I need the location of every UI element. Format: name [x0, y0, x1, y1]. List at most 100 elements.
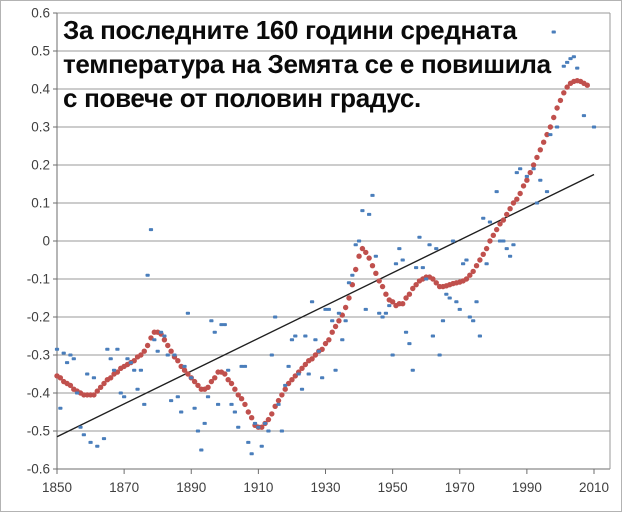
annual-scatter-point [477, 334, 482, 338]
annual-scatter-point [330, 319, 335, 323]
annual-scatter-point [309, 300, 315, 304]
smoothed-series-dot [530, 162, 537, 168]
trend-line [56, 173, 595, 438]
y-tick-label: -0.2 [27, 310, 50, 325]
annual-scatter-point [132, 368, 137, 372]
x-tick-label: 2010 [579, 480, 609, 495]
x-tick-label: 1910 [243, 480, 273, 495]
smoothed-series-dot [238, 396, 245, 402]
annual-scatter-point [427, 243, 432, 247]
annual-scatter-point [306, 372, 311, 376]
smoothed-series-dot [185, 371, 191, 377]
annual-scatter-point [367, 212, 372, 216]
annual-scatter-point [54, 347, 60, 351]
smoothed-series-dot [168, 348, 174, 354]
annual-scatter-point [64, 361, 70, 365]
annual-scatter-point [75, 391, 80, 395]
annual-scatter-point [226, 368, 231, 372]
smoothed-series-dot [383, 291, 389, 297]
annual-scatter-point [467, 315, 472, 319]
annual-scatter-point [504, 247, 509, 251]
annual-scatter-point [501, 239, 506, 243]
smoothed-series-dot [222, 371, 228, 377]
annual-scatter-point [182, 364, 187, 368]
smoothed-series-dot [510, 200, 517, 206]
annual-scatter-point [390, 353, 395, 357]
annual-scatter-point [430, 334, 435, 338]
smoothed-series-dot [312, 352, 319, 358]
annual-scatter-point [373, 254, 378, 258]
annual-scatter-point [88, 440, 93, 444]
annual-scatter-point [135, 387, 140, 391]
smoothed-series-dot [242, 401, 248, 408]
annual-scatter-point [356, 239, 362, 243]
annual-scatter-point [299, 387, 305, 391]
annual-scatter-point [417, 235, 422, 239]
annual-scatter-point [192, 406, 197, 410]
y-tick-label: 0.1 [31, 196, 50, 211]
annual-scatter-point [575, 66, 580, 70]
smoothed-series-dot [376, 278, 382, 284]
annual-scatter-point [108, 357, 113, 361]
annual-scatter-point [95, 444, 100, 448]
x-tick-label: 1870 [109, 480, 139, 495]
annual-scatter-point [581, 114, 587, 118]
annual-scatter-point [497, 239, 503, 243]
smoothed-series-dot [91, 392, 97, 398]
annual-scatter-point [68, 353, 73, 357]
annual-scatter-point [296, 372, 301, 376]
smoothed-series-dot [289, 377, 295, 383]
smoothed-series-dot [493, 226, 500, 233]
annual-scatter-point [175, 395, 180, 399]
y-tick-label: 0.5 [31, 44, 50, 59]
annual-scatter-point [316, 349, 321, 353]
annual-scatter-point [471, 319, 476, 323]
smoothed-series-dot [399, 301, 406, 307]
annual-scatter-point [340, 338, 345, 342]
smoothed-series-dot [326, 337, 332, 343]
annual-scatter-point [286, 364, 291, 368]
annual-scatter-point [185, 311, 190, 315]
annual-scatter-point [58, 406, 63, 410]
smoothed-series-dot [175, 358, 181, 364]
annual-scatter-point [101, 437, 107, 441]
smoothed-series-dot [413, 282, 419, 288]
annual-scatter-point [461, 262, 466, 266]
y-tick-label: -0.4 [27, 386, 51, 401]
smoothed-series-dot [540, 139, 547, 145]
x-tick-label: 1850 [42, 480, 72, 495]
smoothed-series-dot [410, 285, 416, 292]
smoothed-series-dot [473, 263, 480, 269]
smoothed-series-dot [487, 238, 493, 244]
smoothed-series-dot [248, 415, 255, 421]
smoothed-series-dot [97, 384, 104, 390]
annual-scatter-point [518, 167, 523, 171]
annual-scatter-point [179, 410, 184, 414]
smoothed-series-dot [232, 386, 238, 392]
x-tick-label: 1970 [445, 480, 475, 495]
smoothed-series-dot [557, 97, 564, 104]
smoothed-series-dot [561, 90, 567, 96]
smoothed-series-dot [108, 375, 114, 381]
annual-scatter-point [81, 433, 86, 437]
annual-scatter-point [350, 273, 355, 277]
annual-scatter-point [323, 307, 328, 311]
annual-scatter-point [568, 57, 573, 61]
smoothed-series-dot [329, 329, 335, 335]
annual-scatter-point [115, 347, 120, 351]
smoothed-series-dot [161, 337, 168, 343]
annual-scatter-point [514, 171, 519, 175]
smoothed-series-dot [181, 367, 188, 373]
annual-scatter-point [591, 125, 597, 129]
annual-scatter-point [212, 330, 217, 334]
annual-scatter-point [152, 338, 157, 342]
annual-scatter-point [209, 319, 214, 323]
annual-scatter-point [551, 30, 556, 34]
annual-scatter-point [561, 64, 566, 68]
annual-scatter-point [437, 353, 442, 357]
y-tick-label: -0.1 [27, 272, 50, 287]
smoothed-series-dot [520, 183, 527, 189]
annual-scatter-point [242, 364, 248, 368]
smoothed-series-dot [369, 263, 376, 269]
